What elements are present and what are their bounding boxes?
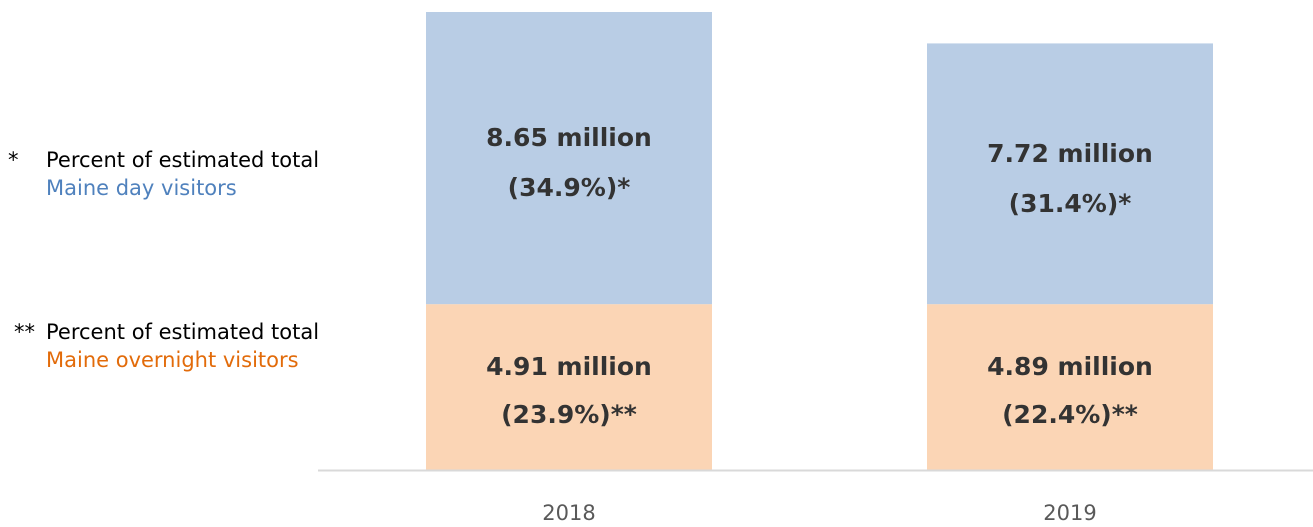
data-label-overnight-pct-2018: (23.9%)**: [501, 400, 637, 429]
legend-overnight-marker: **: [14, 320, 35, 344]
x-tick-label-2019: 2019: [1043, 501, 1096, 525]
data-label-day-2018: 8.65 million: [486, 123, 652, 152]
bar-overnight-2019: [927, 304, 1213, 470]
data-label-day-2019: 7.72 million: [987, 139, 1153, 168]
legend-day-marker: *: [8, 148, 19, 172]
legend-overnight-line2: Maine overnight visitors: [46, 348, 299, 372]
data-label-overnight-2018: 4.91 million: [486, 352, 652, 381]
bar-day-2018: [426, 12, 712, 305]
legend-day-line2: Maine day visitors: [46, 176, 237, 200]
data-label-overnight-2019: 4.89 million: [987, 352, 1153, 381]
data-label-overnight-pct-2019: (22.4%)**: [1002, 400, 1138, 429]
legend-day-line1: Percent of estimated total: [46, 148, 320, 172]
bar-overnight-2018: [426, 304, 712, 470]
x-tick-label-2018: 2018: [542, 501, 595, 525]
legend-overnight-line1: Percent of estimated total: [46, 320, 320, 344]
data-label-day-pct-2018: (34.9%)*: [508, 173, 631, 202]
bar-day-2019: [927, 43, 1213, 305]
data-label-day-pct-2019: (31.4%)*: [1009, 189, 1132, 218]
